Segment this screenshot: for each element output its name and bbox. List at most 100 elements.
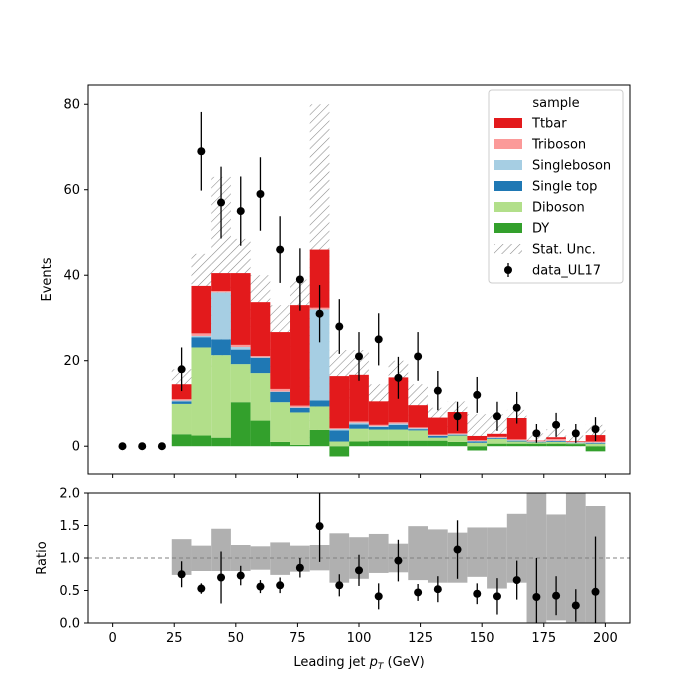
ratio-point [335,581,344,590]
bar-segment-ttbar [250,302,271,357]
ratio-x-tick-label: 75 [289,631,306,646]
bar-segment-ttbar [270,332,291,389]
data-point [177,365,186,374]
bar-segment-ttbar [427,417,448,435]
bar-segment-dy [309,429,330,447]
bar-segment-ttbar [506,418,527,440]
legend-item[interactable]: Triboson [494,138,586,153]
bar-segment-diboson [565,443,586,445]
bar-segment-diboson [427,437,448,441]
ratio-point [591,587,600,596]
bar-segment-ttbar [368,401,389,425]
ratio-point [571,601,580,610]
bar-segment-dy [230,402,251,447]
bar-segment-diboson [191,347,212,436]
legend-label: Triboson [531,138,586,153]
legend[interactable]: sample Ttbar Triboson Singleboson Single to… [488,89,624,284]
bar-segment-triboson [546,438,566,441]
bar-segment-diboson [230,364,251,403]
bar-segment-single-top [467,441,488,443]
ratio-band-bin [546,514,566,621]
ratio-point [355,566,363,575]
bar-segment-singleboson [309,309,330,401]
bar-segment-ttbar [408,405,428,428]
ratio-band-bin [565,493,586,623]
bar-segment-single-top [585,442,606,444]
bar-segment-dy [467,446,488,451]
ratio-band-bin [211,528,231,571]
data-point [256,190,265,199]
ratio-x-tick-label: 50 [228,631,245,646]
legend-label: Ttbar [531,117,567,132]
bar-segment-dy [447,441,468,447]
legend-item[interactable]: Single top [494,180,597,195]
bar-segment-diboson [526,442,547,444]
ratio-y-tick-label: 0.5 [59,584,80,599]
bar-segment-single-top [546,441,566,442]
legend-item[interactable]: data_UL17 [504,263,601,279]
data-point [473,390,482,399]
bar-segment-diboson [171,403,192,435]
bar-segment-singleboson [191,335,212,338]
bar-segment-ttbar [467,435,488,441]
bar-segment-diboson [290,412,310,445]
bar-segment-single-top [487,438,507,439]
bar-segment-diboson [309,406,330,430]
legend-swatch [494,223,522,233]
data-point [552,420,561,429]
legend-label: Stat. Unc. [532,243,596,258]
main-y-tick-label: 20 [63,354,80,369]
legend-item[interactable]: DY [494,222,549,237]
ratio-y-tick-label: 1.5 [59,519,80,534]
bar-segment-dy [368,440,389,447]
ratio-x-tick-label: 0 [108,631,116,646]
legend-item[interactable]: Diboson [494,201,585,216]
data-point [295,275,304,284]
ratio-point [552,591,561,600]
main-y-tick-label: 40 [63,269,80,284]
data-point [335,322,344,331]
data-point [355,352,363,361]
ratio-y-ticks: 0.0 0.5 1.0 1.5 2.0 [59,487,88,632]
bar-segment-singleboson [230,347,251,350]
ratio-x-tick-label: 125 [408,631,433,646]
bar-segment-triboson [191,333,212,336]
legend-item[interactable]: Ttbar [494,117,567,132]
bar-segment-diboson [546,441,566,444]
bar-segment-single-top [506,440,527,442]
bar-segment-diboson [270,402,291,442]
data-point [276,245,285,254]
bar-segment-triboson [585,441,606,443]
bar-segment-ttbar [546,437,566,439]
legend-label: data_UL17 [532,264,601,279]
bar-segment-single-top [270,391,291,403]
bar-segment-triboson [230,344,251,348]
bar-segment-dy [250,420,271,447]
ratio-x-tick-label: 150 [470,631,495,646]
bar-segment-triboson [388,422,409,424]
bar-segment-single-top [329,430,350,442]
legend-swatch-hatch [494,244,522,254]
bar-segment-diboson [447,435,468,442]
data-point [138,442,147,451]
bar-segment-diboson [349,428,369,442]
bar-segment-dy [487,443,507,447]
ratio-x-tick-label: 175 [531,631,556,646]
data-point [591,425,600,434]
legend-item[interactable]: Singleboson [494,159,611,174]
bar-segment-dy [427,440,448,447]
bar-segment-dy [270,441,291,447]
ratio-x-axis-label: Leading jet pT (GeV) [293,655,424,672]
legend-item[interactable]: Stat. Unc. [494,243,596,258]
ratio-point [177,570,186,579]
bar-segment-diboson [211,355,231,438]
bar-segment-triboson [171,399,192,401]
bar-segment-triboson [487,436,507,438]
ratio-band-bin [171,539,192,575]
bar-segment-diboson [506,441,527,444]
main-x-ticks [112,474,606,478]
bar-segment-ttbar [388,377,409,423]
legend-swatch [494,118,522,128]
bar-segment-ttbar [309,249,330,308]
ratio-band-bin [270,542,291,575]
